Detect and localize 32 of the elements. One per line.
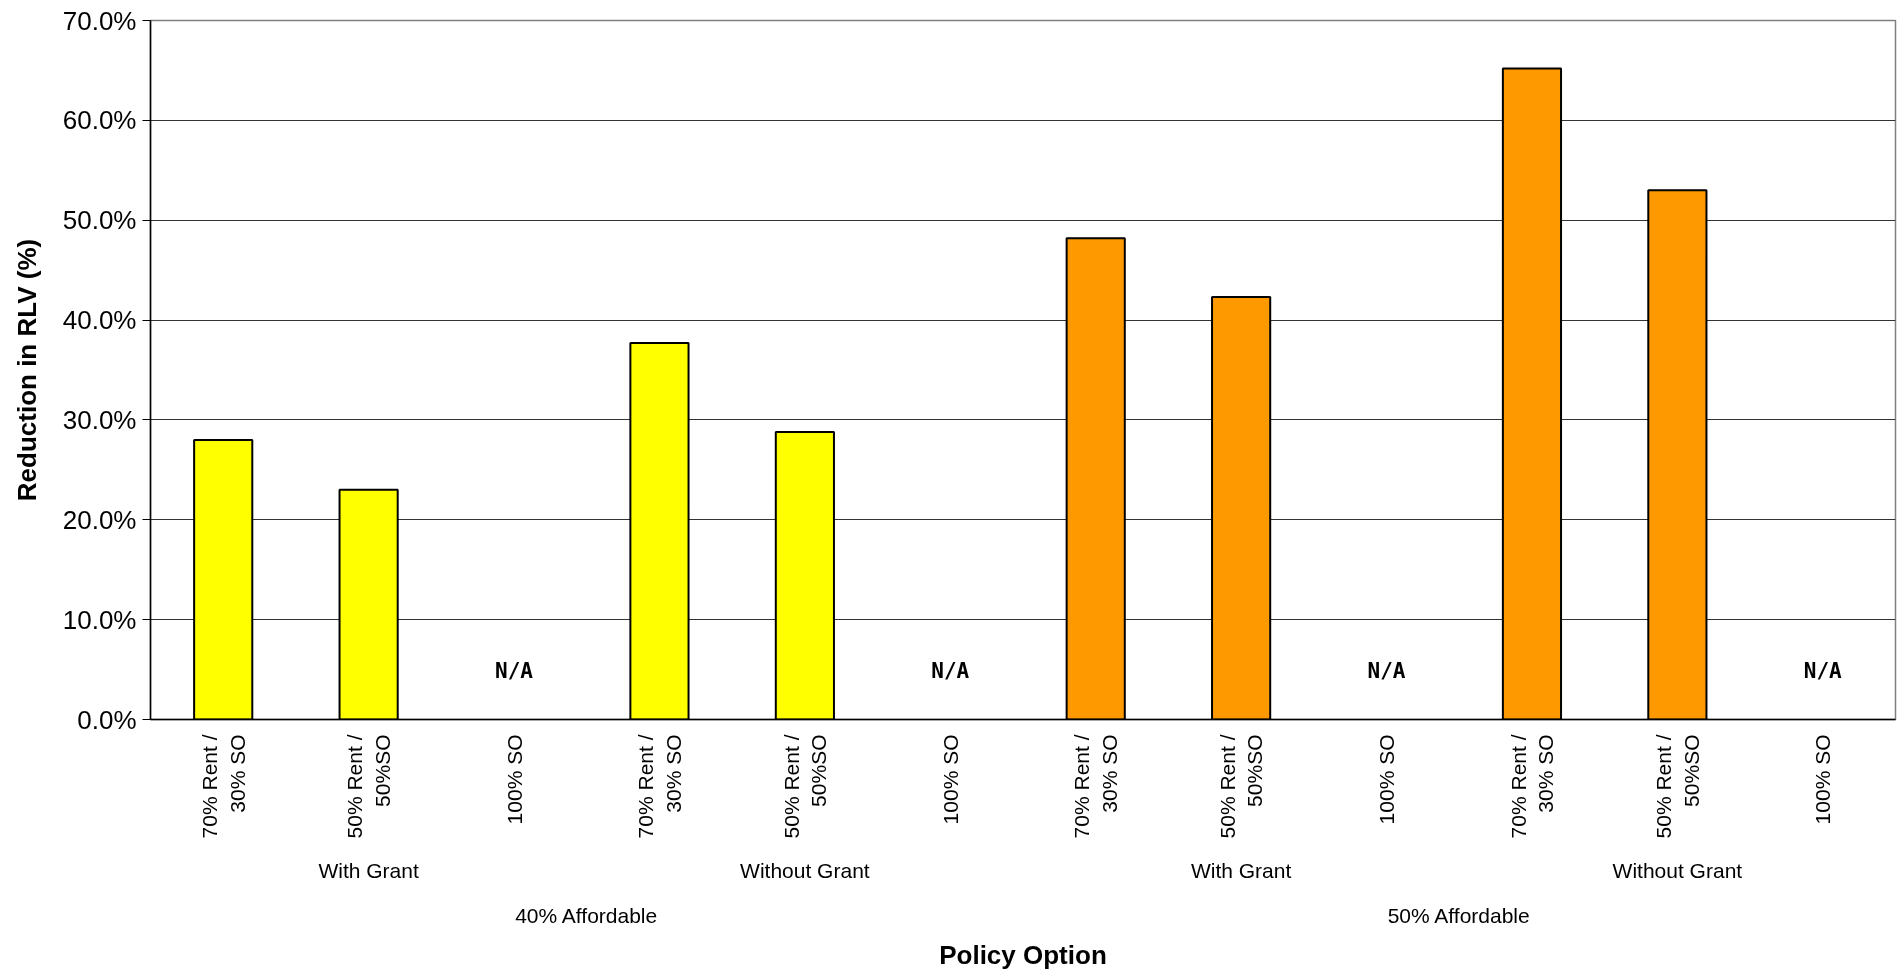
text: N/A (1803, 658, 1842, 683)
x-tick-label: 50% Rent / 50%SO (343, 734, 394, 839)
x-tick-label: 70% Rent / 30% SO (1070, 734, 1122, 839)
text: Without Grant (1612, 858, 1743, 882)
text: With Grant (318, 858, 419, 882)
y-tick-label: 30.0% (62, 404, 137, 435)
x-tick-label: 100% SO (938, 734, 962, 825)
x-axis-title: Policy Option (939, 939, 1107, 970)
text: Without Grant (740, 858, 870, 882)
x-tick-label: 100% SO (502, 734, 526, 825)
text: N/A (1367, 658, 1406, 683)
x-tick-label: 70% Rent / 30% SO (1506, 734, 1558, 839)
y-tick-label: 60.0% (62, 105, 137, 136)
y-tick-label: 10.0% (62, 604, 137, 635)
y-tick-label: 20.0% (62, 504, 137, 535)
x-tick-label: 100% SO (1811, 734, 1835, 825)
y-axis-title: Reduction in RLV (%) (11, 238, 42, 502)
x-tick-label: 70% Rent / 30% SO (634, 734, 685, 839)
x-tick-label: 50% Rent / 50%SO (1652, 734, 1703, 839)
x-tick-label: 50% Rent / 50%SO (1215, 734, 1267, 839)
text: 50% Affordable (1387, 903, 1530, 927)
x-tick-label: 70% Rent / 30% SO (197, 734, 249, 839)
text: N/A (931, 658, 970, 683)
y-tick-label: 0.0% (77, 704, 137, 735)
y-tick-label: 70.0% (62, 5, 137, 36)
x-tick-label: 50% Rent / 50%SO (779, 734, 831, 839)
text: With Grant (1190, 858, 1292, 882)
x-tick-label: 100% SO (1375, 734, 1399, 825)
text: 40% Affordable (515, 903, 658, 927)
y-tick-label: 40.0% (62, 305, 137, 336)
text: N/A (495, 658, 534, 683)
y-tick-label: 50.0% (62, 205, 137, 236)
